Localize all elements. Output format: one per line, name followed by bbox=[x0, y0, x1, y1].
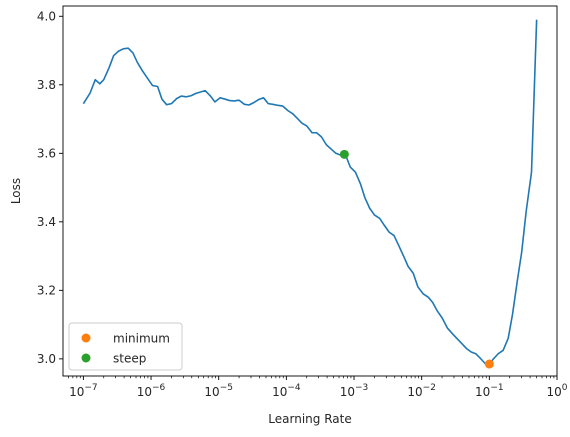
y-tick-label: 3.8 bbox=[37, 78, 56, 92]
y-tick-label: 3.2 bbox=[37, 284, 56, 298]
series-line bbox=[82, 19, 538, 365]
y-tick-label: 3.6 bbox=[37, 147, 56, 161]
legend-marker-minimum bbox=[81, 333, 91, 343]
legend-label-steep: steep bbox=[113, 351, 146, 365]
x-tick-label: 100 bbox=[546, 383, 567, 399]
legend: minimum steep bbox=[68, 322, 183, 371]
x-tick-label: 10−4 bbox=[272, 383, 301, 399]
marker-minimum bbox=[484, 359, 494, 369]
x-tick-label: 10−6 bbox=[137, 383, 166, 399]
legend-label-minimum: minimum bbox=[113, 331, 170, 345]
x-axis-label: Learning Rate bbox=[268, 412, 351, 426]
y-axis: 3.0 3.2 3.4 3.6 3.8 4.0 bbox=[37, 9, 63, 366]
marker-steep bbox=[339, 149, 349, 159]
x-tick-label: 10−7 bbox=[69, 383, 98, 399]
y-tick-label: 3.0 bbox=[37, 352, 56, 366]
x-axis: 10−7 10−6 10−5 10−4 10−3 10−2 10−1 100 bbox=[68, 376, 568, 399]
x-tick-label: 10−1 bbox=[475, 383, 504, 399]
x-tick-label: 10−2 bbox=[407, 383, 436, 399]
legend-marker-steep bbox=[81, 353, 91, 363]
y-tick-label: 4.0 bbox=[37, 9, 56, 23]
y-axis-label: Loss bbox=[9, 178, 23, 204]
x-tick-label: 10−5 bbox=[204, 383, 233, 399]
plot-area bbox=[82, 19, 538, 369]
x-tick-label: 10−3 bbox=[340, 383, 369, 399]
legend-box bbox=[68, 322, 183, 371]
axes-frame bbox=[62, 5, 558, 377]
y-tick-label: 3.4 bbox=[37, 215, 56, 229]
